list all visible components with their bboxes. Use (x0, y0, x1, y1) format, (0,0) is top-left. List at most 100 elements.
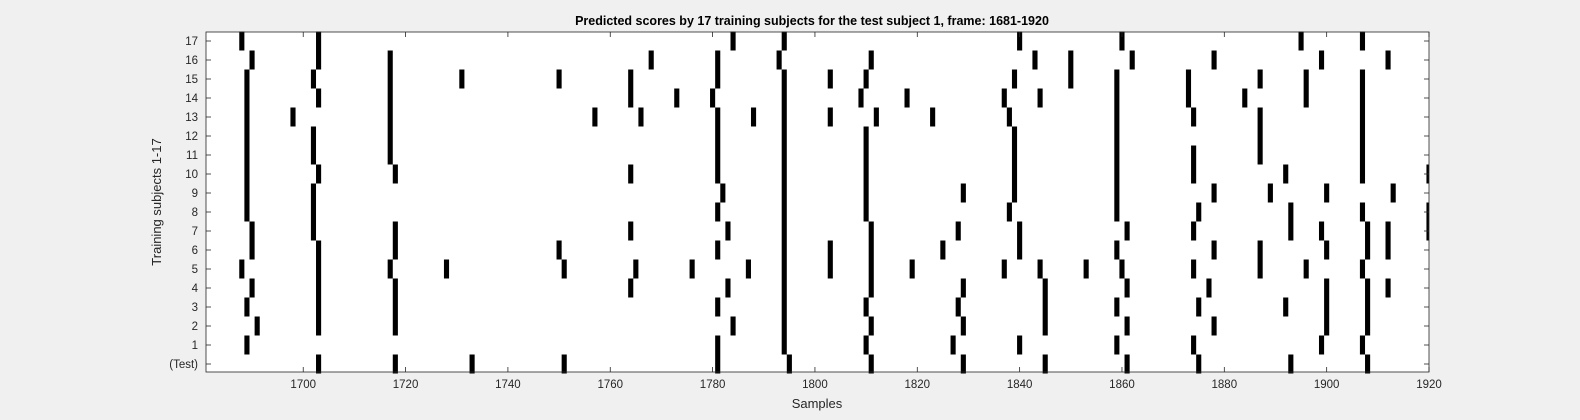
raster-mark (1324, 297, 1330, 317)
raster-mark (254, 316, 260, 336)
raster-mark (1011, 183, 1018, 203)
raster-mark (1365, 278, 1371, 298)
raster-mark (781, 88, 787, 108)
plot-frame (205, 31, 1430, 373)
raster-mark (776, 50, 782, 70)
raster-mark (1324, 240, 1330, 260)
raster-mark (781, 278, 787, 298)
raster-mark (244, 297, 250, 317)
raster-mark (955, 297, 961, 317)
x-tick-label: 1900 (1314, 379, 1340, 391)
raster-mark (781, 316, 787, 336)
raster-mark (781, 145, 787, 165)
raster-mark (863, 297, 869, 317)
raster-mark (1257, 240, 1263, 260)
raster-mark (244, 202, 250, 222)
raster-mark (556, 240, 562, 260)
raster-mark (1385, 221, 1391, 241)
y-tick-label: 6 (192, 245, 198, 257)
raster-mark (316, 164, 322, 184)
raster-mark (1042, 297, 1048, 317)
raster-mark (387, 107, 393, 127)
raster-mark (1191, 335, 1197, 355)
raster-mark (781, 164, 787, 184)
y-tick-label: 16 (185, 55, 198, 67)
raster-mark (960, 278, 966, 298)
raster-mark (310, 69, 317, 89)
raster-mark (781, 335, 787, 355)
raster-mark (1196, 297, 1202, 317)
raster-mark (1196, 202, 1202, 222)
raster-mark (827, 107, 833, 127)
y-tick-label: 12 (185, 131, 198, 143)
raster-mark (1124, 354, 1130, 374)
raster-mark (1385, 240, 1391, 260)
raster-mark (781, 297, 787, 317)
raster-mark (1257, 69, 1263, 89)
raster-mark (1114, 202, 1120, 222)
raster-mark (1365, 297, 1371, 317)
y-tick-label: 13 (185, 112, 198, 124)
raster-mark (1303, 88, 1309, 108)
raster-mark (1206, 278, 1212, 298)
raster-mark (960, 183, 966, 203)
y-tick-label: 10 (185, 169, 198, 181)
raster-mark (1185, 69, 1192, 89)
raster-mark (715, 297, 721, 317)
raster-mark (689, 259, 695, 279)
raster-mark (940, 240, 946, 260)
raster-mark (310, 221, 317, 241)
raster-mark (239, 259, 245, 279)
raster-mark (715, 107, 721, 127)
raster-mark (628, 278, 634, 298)
raster-mark (244, 335, 250, 355)
raster-mark (868, 50, 874, 70)
raster-mark (781, 183, 787, 203)
raster-mark (387, 145, 393, 165)
raster-mark (1365, 316, 1371, 336)
raster-mark (868, 316, 874, 336)
raster-mark (239, 31, 245, 51)
raster-mark (1124, 221, 1130, 241)
raster-mark (1006, 107, 1012, 127)
raster-mark (638, 107, 644, 127)
raster-mark (715, 240, 721, 260)
x-tick-label: 1720 (393, 379, 419, 391)
raster-mark (387, 126, 393, 146)
x-tick-label: 1860 (1109, 379, 1135, 391)
raster-mark (1365, 240, 1371, 260)
raster-mark (1042, 316, 1048, 336)
raster-mark (443, 259, 450, 279)
raster-mark (392, 240, 398, 260)
y-tick-label: 5 (192, 264, 198, 276)
raster-mark (725, 278, 731, 298)
raster-mark (1114, 145, 1120, 165)
raster-mark (316, 278, 322, 298)
raster-mark (827, 69, 833, 89)
raster-mark (387, 50, 393, 70)
y-tick-label: 7 (192, 226, 198, 238)
raster-mark (1283, 164, 1289, 184)
raster-mark (1114, 240, 1120, 260)
raster-mark (1114, 126, 1120, 146)
raster-mark (592, 107, 598, 127)
raster-mark (1196, 354, 1202, 374)
raster-mark (244, 126, 250, 146)
raster-mark (960, 354, 966, 374)
raster-mark (715, 69, 721, 89)
y-tick-label: 17 (185, 36, 198, 48)
raster-mark (1283, 297, 1289, 317)
raster-mark (1257, 126, 1263, 146)
raster-mark (1365, 354, 1371, 374)
raster-mark (1083, 259, 1089, 279)
raster-mark (863, 335, 869, 355)
y-tick-label: 11 (186, 150, 198, 162)
raster-mark (387, 69, 393, 89)
raster-mark (1359, 69, 1366, 89)
raster-mark (1303, 259, 1309, 279)
y-tick-label: 3 (192, 302, 198, 314)
raster-mark (1324, 278, 1330, 298)
raster-mark (310, 126, 317, 146)
x-tick-label: 1800 (802, 379, 828, 391)
raster-mark (1032, 50, 1038, 70)
